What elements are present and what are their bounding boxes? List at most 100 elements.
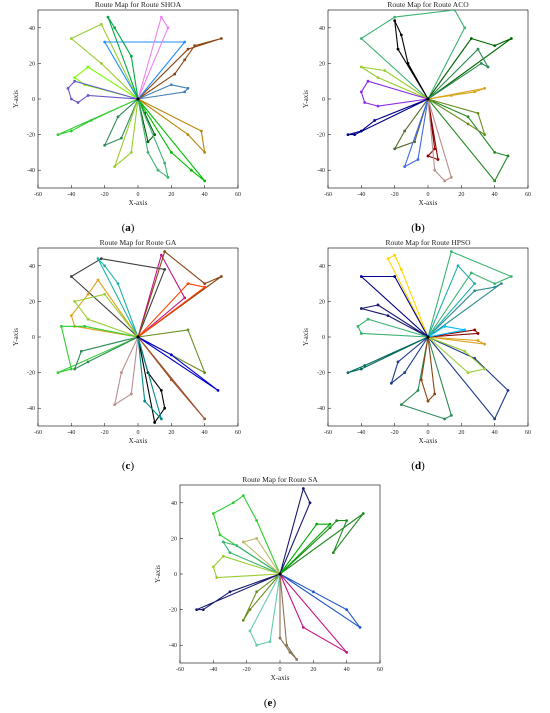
- customer-point: [69, 97, 73, 101]
- customer-point: [73, 367, 77, 371]
- panel-e: Route Map for Route SA -60 -40 -20 0 20 40 60 -4…: [150, 475, 390, 713]
- customer-point: [218, 533, 222, 537]
- customer-point: [69, 367, 73, 371]
- customer-point: [456, 264, 460, 268]
- customer-point: [359, 275, 363, 278]
- chart-title: Route Map for Route GA: [100, 238, 177, 247]
- x-tick-label: 0: [427, 192, 430, 198]
- customer-point: [493, 44, 497, 47]
- customer-point: [493, 151, 497, 154]
- customer-point: [163, 161, 167, 165]
- customer-point: [493, 179, 497, 183]
- x-axis-label: X-axis: [419, 199, 438, 207]
- customer-point: [73, 300, 77, 303]
- customer-point: [393, 19, 397, 23]
- customer-point: [419, 378, 423, 382]
- customer-point: [473, 282, 477, 285]
- customer-point: [403, 165, 407, 169]
- customer-point: [56, 371, 60, 374]
- x-tick-label: 20: [168, 430, 174, 436]
- customer-point: [509, 37, 513, 40]
- customer-point: [473, 328, 477, 332]
- customer-point: [469, 37, 473, 40]
- customer-point: [331, 551, 335, 555]
- customer-point: [183, 90, 187, 94]
- route-line: [279, 573, 298, 660]
- y-tick-label: -20: [317, 371, 325, 377]
- customer-point: [359, 332, 363, 335]
- x-tick-label: -20: [391, 430, 399, 436]
- customer-point: [119, 136, 123, 140]
- y-tick-label: -40: [317, 168, 325, 174]
- x-tick-label: 0: [427, 430, 430, 436]
- customer-point: [159, 253, 163, 257]
- x-tick-label: -20: [101, 430, 109, 436]
- route-chart-d: Route Map for Route HPSO -60 -40 -20 0 20 40 60…: [302, 238, 531, 445]
- x-tick-label: 0: [137, 430, 140, 436]
- customer-point: [353, 133, 357, 137]
- customer-point: [221, 554, 225, 558]
- customer-point: [146, 140, 150, 144]
- customer-point: [199, 129, 203, 133]
- y-tick-label: 0: [32, 335, 35, 341]
- route-line: [394, 20, 429, 100]
- customer-point: [373, 118, 377, 122]
- customer-point: [186, 282, 190, 285]
- customer-point: [228, 590, 232, 594]
- customer-point: [255, 519, 259, 522]
- customer-point: [56, 133, 60, 137]
- customer-point: [346, 371, 350, 374]
- customer-point: [386, 314, 390, 318]
- customer-point: [143, 399, 147, 403]
- customer-point: [493, 285, 497, 289]
- y-tick-label: 20: [29, 61, 35, 67]
- route-line: [427, 265, 476, 338]
- customer-point: [393, 253, 397, 257]
- customer-point: [219, 37, 223, 40]
- customer-point: [463, 328, 467, 332]
- customer-point: [166, 26, 170, 30]
- customer-point: [509, 275, 513, 278]
- customer-point: [399, 403, 403, 407]
- customer-point: [453, 10, 457, 12]
- customer-point: [169, 378, 173, 382]
- customer-point: [399, 267, 403, 271]
- routes-layer: [346, 10, 513, 183]
- route-line: [347, 98, 429, 136]
- x-tick-label: 40: [344, 667, 350, 673]
- customer-point: [376, 303, 380, 307]
- route-line: [427, 329, 479, 338]
- customer-point: [103, 264, 107, 268]
- customer-point: [358, 626, 362, 629]
- customer-point: [359, 65, 363, 69]
- customer-point: [493, 417, 497, 421]
- customer-point: [73, 76, 77, 80]
- customer-point: [129, 151, 133, 154]
- customer-point: [235, 544, 239, 547]
- customer-point: [335, 519, 339, 522]
- customer-point: [449, 413, 453, 417]
- customer-point: [363, 101, 367, 104]
- route-chart-a: Route Map for Route SHOA -60 -40 -20 0 20 40 60…: [12, 0, 241, 207]
- customer-point: [73, 79, 77, 83]
- customer-point: [103, 40, 107, 44]
- customer-point: [278, 636, 282, 640]
- customer-point: [436, 158, 440, 161]
- route-line: [404, 98, 429, 168]
- route-line: [427, 336, 486, 345]
- customer-point: [86, 317, 90, 321]
- customer-point: [211, 512, 215, 515]
- customer-point: [473, 90, 477, 94]
- customer-point: [443, 417, 447, 421]
- x-tick-label: -40: [357, 430, 365, 436]
- customer-point: [163, 406, 167, 410]
- customer-point: [268, 640, 272, 644]
- customer-point: [483, 133, 487, 137]
- y-axis-label: Y-axis: [302, 90, 310, 108]
- x-tick-label: 40: [202, 192, 208, 198]
- customer-point: [403, 371, 407, 374]
- customer-point: [356, 324, 360, 328]
- customer-point: [159, 15, 163, 19]
- route-chart-e: Route Map for Route SA -60 -40 -20 0 20 40 60 -4…: [154, 475, 383, 682]
- customer-point: [416, 389, 420, 392]
